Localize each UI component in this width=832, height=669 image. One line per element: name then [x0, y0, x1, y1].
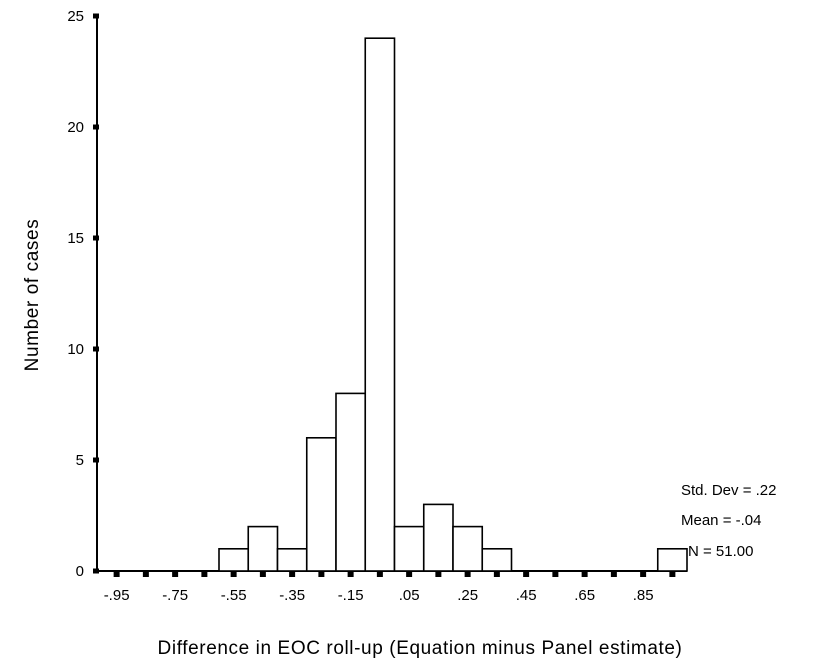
x-tick-mark	[493, 571, 500, 577]
histogram-bar	[422, 503, 454, 572]
x-tick-mark	[201, 571, 208, 577]
x-tick-label: .85	[633, 587, 654, 604]
y-tick-mark	[93, 13, 99, 19]
x-tick-mark	[259, 571, 266, 577]
histogram-bar	[452, 525, 484, 572]
histogram-bar	[305, 436, 337, 572]
std-dev-stat: Std. Dev = .22	[681, 482, 776, 499]
x-tick-label: .25	[457, 587, 478, 604]
x-axis-label: Difference in EOC roll-up (Equation minu…	[158, 638, 683, 659]
y-ticks-group: 0 5 10 15 20 25	[67, 8, 99, 580]
x-tick-mark	[435, 571, 442, 577]
x-tick-mark	[347, 571, 354, 577]
y-axis-label: Number of cases	[22, 219, 43, 372]
y-tick-mark	[93, 457, 99, 463]
histogram-bar	[393, 525, 425, 572]
x-tick-label: -.95	[104, 587, 130, 604]
x-tick-label: .05	[399, 587, 420, 604]
y-tick-label: 15	[67, 230, 84, 247]
x-tick-mark	[640, 571, 647, 577]
x-tick-mark	[318, 571, 325, 577]
histogram-bar	[218, 547, 250, 572]
x-tick-mark	[610, 571, 617, 577]
mean-stat: Mean = -.04	[681, 512, 761, 529]
x-tick-mark	[376, 571, 383, 577]
x-tick-label: -.35	[279, 587, 305, 604]
histogram-bar	[276, 547, 308, 572]
x-tick-mark	[230, 571, 237, 577]
histogram-bar	[335, 392, 367, 572]
y-tick-label: 5	[76, 452, 84, 469]
x-tick-mark	[289, 571, 296, 577]
x-tick-label: -.75	[162, 587, 188, 604]
x-tick-label: -.55	[221, 587, 247, 604]
y-tick-label: 10	[67, 341, 84, 358]
x-tick-label: -.15	[338, 587, 364, 604]
histogram-bar	[481, 547, 513, 572]
n-stat: N = 51.00	[688, 543, 753, 560]
y-tick-label: 25	[67, 8, 84, 25]
histogram-bar	[656, 547, 688, 572]
y-tick-mark	[93, 346, 99, 352]
x-tick-mark	[552, 571, 559, 577]
x-tick-mark	[581, 571, 588, 577]
x-tick-mark	[523, 571, 530, 577]
bars-group	[218, 37, 688, 572]
y-tick-label: 20	[67, 119, 84, 136]
y-tick-mark	[93, 235, 99, 241]
x-tick-mark	[172, 571, 179, 577]
x-tick-mark	[669, 571, 676, 577]
x-tick-mark	[113, 571, 120, 577]
histogram-bar	[247, 525, 279, 572]
x-tick-mark	[142, 571, 149, 577]
x-tick-label: .65	[574, 587, 595, 604]
y-tick-mark	[93, 124, 99, 130]
y-tick-mark	[93, 568, 99, 574]
x-tick-mark	[464, 571, 471, 577]
x-tick-label: .45	[516, 587, 537, 604]
histogram-bar	[364, 37, 396, 572]
y-tick-label: 0	[76, 563, 84, 580]
x-tick-mark	[406, 571, 413, 577]
x-ticks-group: -.95 -.75 -.55 -.35 -.15 .05 .25 .45 .65 .85	[104, 571, 676, 604]
